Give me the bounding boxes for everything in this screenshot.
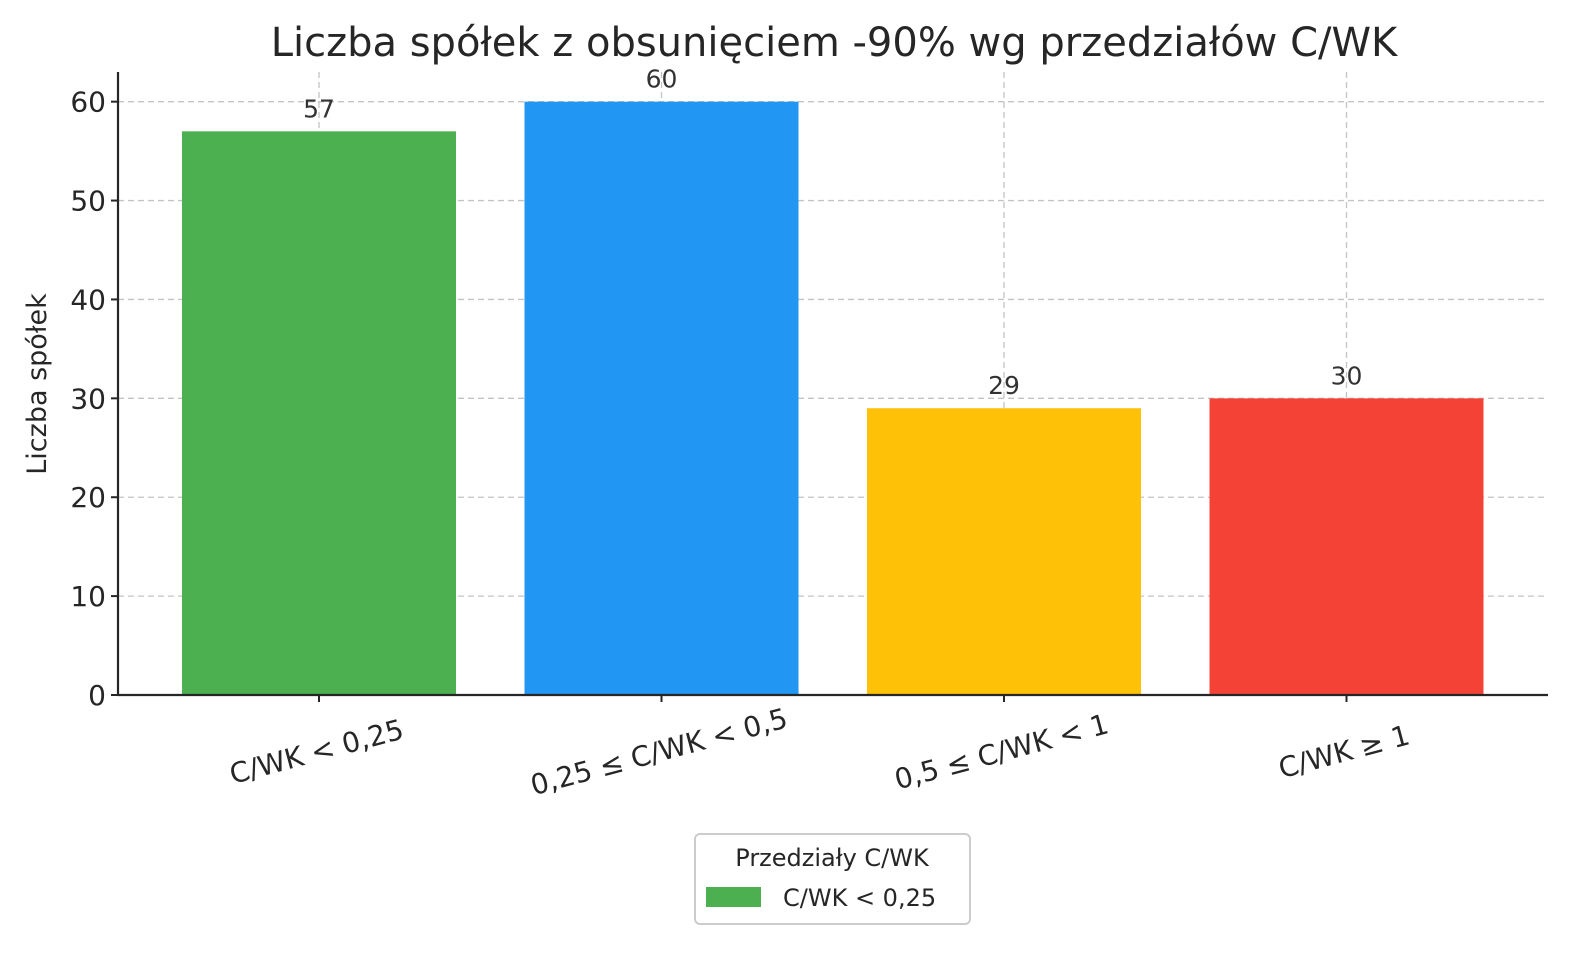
legend: Przedziały C/WK C/WK < 0,25 xyxy=(694,833,971,925)
bar-value-label: 29 xyxy=(988,371,1020,400)
y-tick-label: 60 xyxy=(70,86,106,119)
data-labels: 57 60 29 30 xyxy=(303,65,1362,401)
bar xyxy=(867,408,1141,695)
bars xyxy=(182,101,1484,696)
legend-title: Przedziały C/WK xyxy=(735,844,930,872)
y-tick-label: 40 xyxy=(70,283,106,316)
x-tick-label: C/WK < 0,25 xyxy=(226,713,407,791)
y-tick-label: 0 xyxy=(88,679,106,712)
chart-title: Liczba spółek z obsunięciem -90% wg prze… xyxy=(271,20,1399,66)
x-tick-label: C/WK ≥ 1 xyxy=(1275,719,1413,786)
y-axis-label: Liczba spółek xyxy=(22,293,53,475)
bar-value-label: 30 xyxy=(1331,361,1363,390)
x-tick-label: 0,5 ≤ C/WK < 1 xyxy=(891,707,1112,796)
y-tick-label: 50 xyxy=(70,185,106,218)
y-tick-label: 30 xyxy=(70,382,106,415)
x-tick-label: 0,25 ≤ C/WK < 0,5 xyxy=(527,702,791,802)
bar xyxy=(1209,398,1484,695)
legend-entry-label: C/WK < 0,25 xyxy=(783,884,936,912)
legend-swatch xyxy=(706,887,761,907)
bar xyxy=(524,101,799,695)
legend-frame xyxy=(694,833,971,925)
bar xyxy=(182,131,456,696)
bar-value-label: 60 xyxy=(646,65,678,94)
y-tick-label: 20 xyxy=(70,481,106,514)
y-tick-label: 10 xyxy=(70,580,106,613)
bar-value-label: 57 xyxy=(303,94,335,123)
